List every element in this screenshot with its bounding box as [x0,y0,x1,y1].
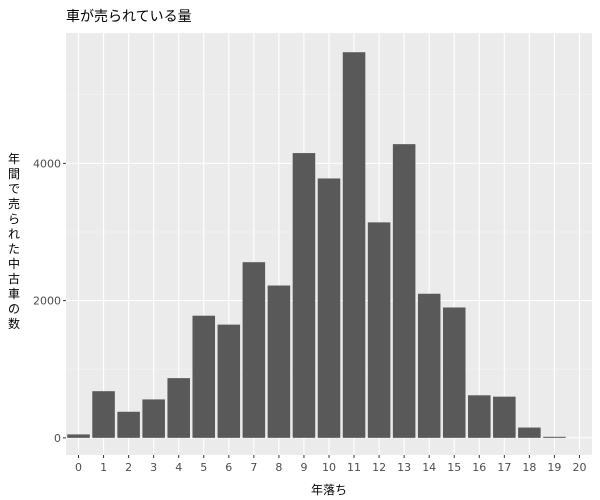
chart-title: 車が売られている量 [66,9,192,25]
bar-12 [367,222,391,438]
bar-8 [267,285,291,438]
x-tick-label: 6 [225,461,232,474]
x-tick-label: 7 [250,461,257,474]
bar-6 [217,324,241,438]
y-tick-label: 0 [54,432,61,445]
x-tick-label: 11 [347,461,361,474]
bar-11 [342,52,366,438]
x-tick-label: 13 [397,461,411,474]
bar-18 [518,427,541,438]
bar-15 [442,307,466,438]
y-axis-label: 年間で売られた中古車の数 [7,152,20,331]
bar-13 [392,144,416,438]
bar-4 [167,378,190,438]
x-tick-label: 4 [175,461,182,474]
bar-10 [317,178,341,438]
x-tick-label: 8 [275,461,282,474]
bar-0 [67,434,90,438]
bar-3 [142,399,165,438]
bar-5 [192,315,216,438]
x-tick-label: 17 [497,461,511,474]
x-tick-label: 14 [422,461,436,474]
bar-9 [292,153,316,438]
x-tick-label: 5 [200,461,207,474]
x-tick-label: 3 [150,461,157,474]
bar-7 [242,262,266,438]
x-tick-label: 12 [372,461,386,474]
x-tick-label: 1 [100,461,107,474]
x-tick-label: 10 [322,461,336,474]
bar-2 [117,411,140,438]
bar-16 [468,395,491,438]
y-tick-label: 2000 [33,295,61,308]
x-tick-label: 16 [472,461,486,474]
x-tick-label: 18 [522,461,536,474]
x-axis-label: 年落ち [310,483,347,497]
x-tick-label: 19 [547,461,561,474]
x-tick-label: 0 [75,461,82,474]
bar-19 [543,436,566,438]
x-tick-label: 9 [300,461,307,474]
x-tick-label: 20 [572,461,586,474]
bar-1 [92,391,115,438]
x-tick-label: 2 [125,461,132,474]
x-tick-label: 15 [447,461,461,474]
bar-17 [493,396,516,438]
y-tick-label: 4000 [33,157,61,170]
bar-14 [417,293,441,438]
